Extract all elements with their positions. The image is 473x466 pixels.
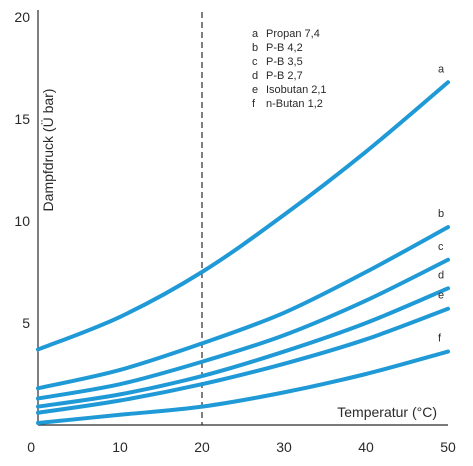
curve-b [36,225,450,391]
legend-label-b: P-B 4,2 [266,42,303,54]
x-tick-label: 20 [194,439,210,455]
legend-key-c: c [252,56,258,68]
curve-e [36,306,450,415]
curve-d [36,286,450,409]
y-tick-label: 20 [14,9,30,25]
y-tick-label: 5 [22,315,30,331]
curve-label-b: b [438,208,444,220]
y-tick-label: 15 [14,111,30,127]
curve-label-f: f [438,333,442,345]
x-axis-label: Temperatur (°C) [337,404,437,420]
legend-label-e: Isobutan 2,1 [266,84,327,96]
legend-label-a: Propan 7,4 [266,28,320,40]
y-tick-label: 10 [14,213,30,229]
curve-f [36,349,450,425]
y-axis-label: Dampfdruck (Ü bar) [39,89,56,212]
x-tick-label: 10 [112,439,128,455]
curves [36,80,450,425]
curve-label-a: a [438,63,445,75]
x-tick-label: 0 [27,439,35,455]
legend: a Propan 7,4 b P-B 4,2 c P-B 3,5 d P-B 2,7 e Isob… [252,28,327,110]
curve-labels: a b c de f [438,63,445,344]
curve-label-c: c [438,241,444,253]
legend-key-f: f [252,98,256,110]
legend-key-a: a [252,28,259,40]
legend-key-b: b [252,42,258,54]
legend-label-d: P-B 2,7 [266,70,303,82]
curve-c [36,257,450,401]
x-tick-labels: 0 10 20 30 40 50 [27,439,456,455]
x-tick-label: 50 [440,439,456,455]
curve-label-d: d [438,269,444,281]
legend-key-d: d [252,70,258,82]
y-tick-labels: 5 10 15 20 [14,9,30,331]
legend-key-e: e [252,84,258,96]
curve-label-e: e [438,290,444,302]
legend-label-f: n-Butan 1,2 [266,98,323,110]
legend-label-c: P-B 3,5 [266,56,303,68]
x-tick-label: 40 [358,439,374,455]
curve-a [36,80,450,352]
x-tick-label: 30 [276,439,292,455]
